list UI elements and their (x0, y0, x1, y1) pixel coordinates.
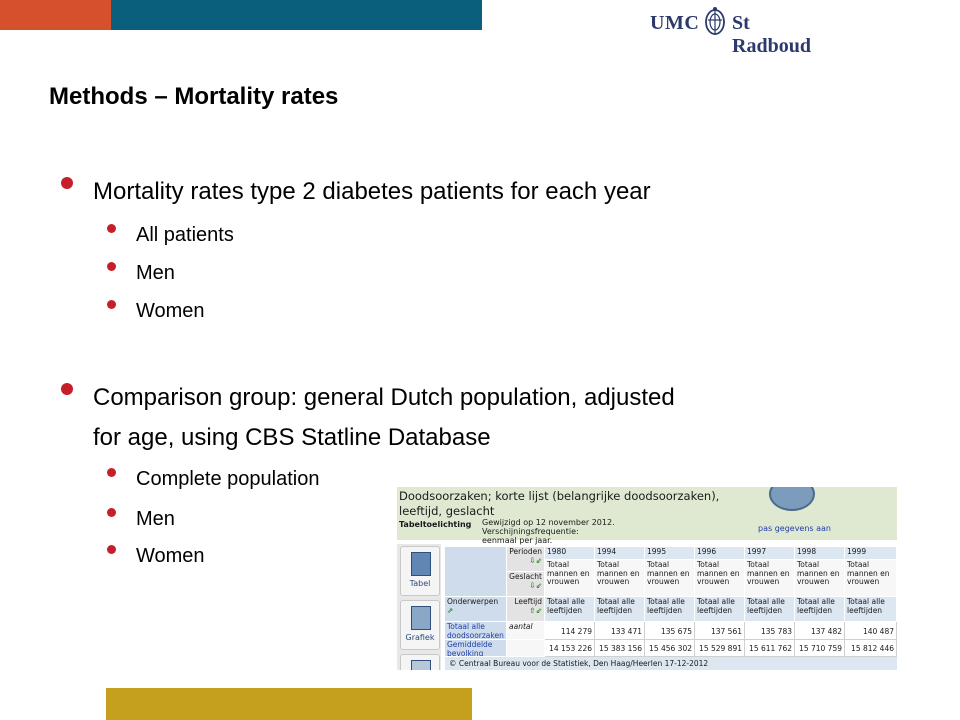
year-header: 1995 (645, 547, 695, 560)
year-header: 1996 (695, 547, 745, 560)
leeftijd-cell: Totaal alle leeftijden (795, 597, 845, 622)
table-cell: 15 611 762 (745, 640, 795, 657)
dim-onderwerpen[interactable]: Onderwerpen ⇗ (445, 597, 507, 622)
table-icon (411, 552, 431, 576)
tab-tabel[interactable]: Tabel (400, 546, 440, 596)
dim-geslacht[interactable]: Geslacht ⇩⇙ (507, 572, 545, 597)
gewijzigd-text: Gewijzigd op 12 november 2012. Verschijn… (482, 518, 615, 545)
sub-bullet-dot (107, 468, 116, 477)
arrow-icon: ⇗ (447, 605, 454, 615)
slide-title: Methods – Mortality rates (49, 83, 339, 110)
sub-bullet-men: Men (136, 262, 175, 284)
arrow-icon: ⇩⇙ (529, 580, 542, 590)
statline-title: Doodsoorzaken; korte lijst (belangrijke … (399, 489, 720, 518)
logo-umc-text: UMC (650, 12, 700, 34)
sub-bullet-women: Women (136, 300, 205, 322)
table-cell: 15 529 891 (695, 640, 745, 657)
table-cell: 137 482 (795, 622, 845, 640)
table-cell: 135 783 (745, 622, 795, 640)
row-label-totaal-doodsoorzaken[interactable]: Totaal alle doodsoorzaken (445, 622, 507, 640)
map-icon (411, 660, 431, 670)
sub-bullet-all-patients: All patients (136, 224, 234, 246)
bullet-mortality-rates: Mortality rates type 2 diabetes patients… (93, 178, 651, 205)
table-cell: 15 710 759 (795, 640, 845, 657)
tab-grafiek[interactable]: Grafiek (400, 600, 440, 650)
geslacht-cell: Totaal mannen en vrouwen (845, 560, 897, 597)
header-bar-red (0, 0, 111, 30)
statline-side-panel: Tabel Grafiek (397, 544, 441, 670)
sub-bullet-men: Men (136, 508, 175, 530)
leeftijd-cell: Totaal alle leeftijden (845, 597, 897, 622)
logo-st-radboud-text: St Radboud (732, 12, 811, 57)
arrow-icon: ⇩⇙ (529, 555, 542, 565)
tabeltoelichting-link[interactable]: Tabeltoelichting (399, 520, 472, 529)
sub-bullet-complete-population: Complete population (136, 468, 320, 490)
statline-copyright: © Centraal Bureau voor de Statistiek, De… (445, 657, 897, 670)
table-cell: 14 153 226 (545, 640, 595, 657)
sub-bullet-dot (107, 508, 116, 517)
geslacht-cell: Totaal mannen en vrouwen (695, 560, 745, 597)
globe-icon (769, 487, 815, 511)
tab-map[interactable] (400, 654, 440, 670)
year-header: 1999 (845, 547, 897, 560)
year-header: 1998 (795, 547, 845, 560)
year-header: 1997 (745, 547, 795, 560)
sub-bullet-dot (107, 300, 116, 309)
sub-bullet-dot (107, 224, 116, 233)
chart-icon (411, 606, 431, 630)
statline-screenshot: Doodsoorzaken; korte lijst (belangrijke … (397, 487, 897, 670)
bullet-comparison-line1: Comparison group: general Dutch populati… (93, 384, 675, 411)
bullet-dot (61, 383, 73, 395)
row-label-gemiddelde-bevolking[interactable]: Gemiddelde bevolking (445, 640, 507, 657)
table-cell: 140 487 (845, 622, 897, 640)
geslacht-cell: Totaal mannen en vrouwen (795, 560, 845, 597)
year-header: 1980 (545, 547, 595, 560)
leeftijd-cell: Totaal alle leeftijden (595, 597, 645, 622)
pas-gegevens-aan-link[interactable]: pas gegevens aan (758, 524, 832, 533)
table-cell: 137 561 (695, 622, 745, 640)
geslacht-cell: Totaal mannen en vrouwen (595, 560, 645, 597)
footer-bar-gold (106, 688, 472, 720)
sub-bullet-dot (107, 545, 116, 554)
year-header: 1994 (595, 547, 645, 560)
leeftijd-cell: Totaal alle leeftijden (545, 597, 595, 622)
row-unit: aantal (507, 622, 545, 640)
geslacht-cell: Totaal mannen en vrouwen (645, 560, 695, 597)
table-cell: 114 279 (545, 622, 595, 640)
sub-bullet-dot (107, 262, 116, 271)
sub-bullet-women: Women (136, 545, 205, 567)
table-cell: 15 812 446 (845, 640, 897, 657)
statline-header: Doodsoorzaken; korte lijst (belangrijke … (397, 487, 897, 545)
leeftijd-cell: Totaal alle leeftijden (745, 597, 795, 622)
table-cell: 15 383 156 (595, 640, 645, 657)
umc-st-radboud-logo: UMC St Radboud (650, 4, 820, 57)
dim-perioden[interactable]: Perioden ⇩⇙ (507, 547, 545, 572)
table-cell: 135 675 (645, 622, 695, 640)
logo-seal-icon (705, 7, 725, 35)
bullet-dot (61, 177, 73, 189)
dim-leeftijd[interactable]: Leeftijd ⇧⇙ (507, 597, 545, 622)
arrow-icon: ⇧⇙ (529, 605, 542, 615)
header-bar-teal (111, 0, 482, 30)
geslacht-cell: Totaal mannen en vrouwen (545, 560, 595, 597)
bullet-comparison-line2: for age, using CBS Statline Database (93, 424, 491, 451)
table-cell: 15 456 302 (645, 640, 695, 657)
table-cell: 133 471 (595, 622, 645, 640)
leeftijd-cell: Totaal alle leeftijden (695, 597, 745, 622)
geslacht-cell: Totaal mannen en vrouwen (745, 560, 795, 597)
leeftijd-cell: Totaal alle leeftijden (645, 597, 695, 622)
